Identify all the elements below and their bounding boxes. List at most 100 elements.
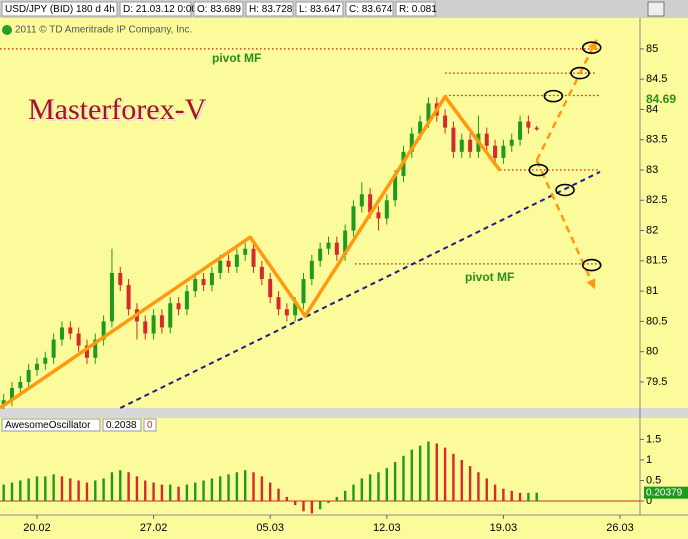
candle-body	[226, 260, 231, 267]
osc-bar	[527, 492, 530, 502]
osc-header-text: AwesomeOscillator	[5, 420, 91, 431]
y-tick-label: 82	[646, 224, 658, 236]
osc-bar	[485, 478, 488, 502]
annotation: pivot MF	[212, 51, 261, 65]
candle-body	[351, 206, 356, 231]
candle-body	[518, 121, 523, 140]
osc-header-box	[143, 418, 157, 432]
candle-body	[259, 266, 264, 280]
osc-bar	[518, 492, 522, 502]
osc-bar	[377, 472, 380, 502]
x-tick-label: 20.02	[23, 522, 51, 534]
osc-bar	[169, 484, 172, 502]
chart-title: Masterforex-V	[28, 93, 207, 126]
candle-body	[18, 381, 23, 389]
osc-bar	[94, 480, 97, 502]
osc-bar	[285, 496, 289, 502]
annotation: 84.69	[646, 92, 676, 106]
y-tick-label: 85	[646, 43, 658, 55]
y-tick-label: 1	[646, 454, 652, 466]
osc-bar	[410, 449, 413, 502]
x-tick-label: 19.03	[490, 522, 518, 534]
osc-bar	[327, 501, 330, 504]
osc-bar	[60, 476, 64, 502]
osc-bar	[510, 490, 513, 502]
window-button[interactable]	[647, 1, 665, 17]
candle-body	[218, 260, 223, 273]
candle-body	[243, 248, 248, 255]
osc-bar	[352, 484, 355, 502]
osc-bar	[160, 484, 164, 502]
osc-bar	[210, 478, 214, 502]
osc-bar	[127, 472, 130, 502]
info-box	[345, 1, 394, 17]
y-tick-label: 83.5	[646, 134, 667, 146]
candle-body	[368, 194, 373, 213]
y-tick-label: 80.5	[646, 315, 667, 327]
osc-bar	[52, 474, 55, 502]
arrow-head	[586, 278, 596, 290]
candle-body	[201, 279, 206, 286]
candle-body	[159, 315, 164, 328]
info-box	[295, 1, 344, 17]
candle-body	[34, 363, 39, 370]
info-box	[395, 1, 436, 17]
candle-body	[384, 200, 389, 219]
info-text: H: 83.728	[249, 4, 293, 15]
candle-body	[376, 212, 381, 219]
osc-bar	[535, 492, 538, 502]
info-text: L: 83.647	[299, 4, 341, 15]
osc-bar	[2, 484, 5, 502]
osc-bar	[144, 480, 147, 502]
logo-icon	[2, 25, 12, 35]
marker-ellipse	[581, 258, 602, 272]
osc-bar	[277, 488, 280, 502]
forecast-arrow	[535, 39, 598, 161]
x-tick-label: 05.03	[256, 522, 284, 534]
osc-bar	[343, 490, 347, 502]
osc-bar	[177, 486, 180, 502]
last-value-label: 0.20379	[646, 487, 683, 498]
osc-header-box	[102, 418, 142, 432]
osc-bar	[77, 480, 80, 502]
candle-body	[393, 176, 398, 201]
candle-body	[251, 248, 256, 267]
candle-body	[151, 315, 156, 334]
copyright: 2011 © TD Ameritrade IP Company, Inc.	[15, 25, 192, 36]
candle-body	[309, 260, 314, 280]
candle-body	[509, 139, 514, 146]
osc-bar	[10, 482, 14, 502]
osc-bar	[219, 476, 222, 502]
osc-bar	[252, 472, 255, 502]
osc-bar	[69, 478, 72, 502]
osc-bar	[185, 484, 189, 502]
osc-bar	[244, 470, 247, 502]
support-line	[119, 170, 601, 409]
candle-body	[284, 309, 289, 316]
candle-body	[301, 279, 306, 304]
osc-bar	[310, 501, 314, 514]
osc-bar	[468, 466, 472, 502]
candle-body	[426, 103, 431, 122]
candle-body	[234, 254, 239, 267]
marker-ellipse	[543, 89, 564, 103]
candle-body	[334, 242, 339, 255]
candle-body	[101, 321, 106, 340]
trend-path	[0, 94, 502, 410]
osc-bar	[435, 443, 438, 502]
osc-bar	[268, 482, 272, 502]
candle-body	[168, 303, 173, 328]
candle-body	[501, 145, 506, 158]
candle-body	[26, 369, 31, 382]
osc-bar	[385, 468, 388, 502]
candle-body	[318, 248, 323, 261]
candle-body	[409, 133, 414, 152]
candle-body	[493, 145, 498, 158]
candle-body	[118, 272, 123, 286]
osc-header-text: 0.2038	[106, 420, 137, 431]
osc-bar	[194, 482, 197, 502]
y-tick-label: 83	[646, 164, 658, 176]
osc-bar	[335, 496, 339, 502]
osc-bar	[418, 445, 422, 502]
candle-body	[76, 333, 81, 346]
